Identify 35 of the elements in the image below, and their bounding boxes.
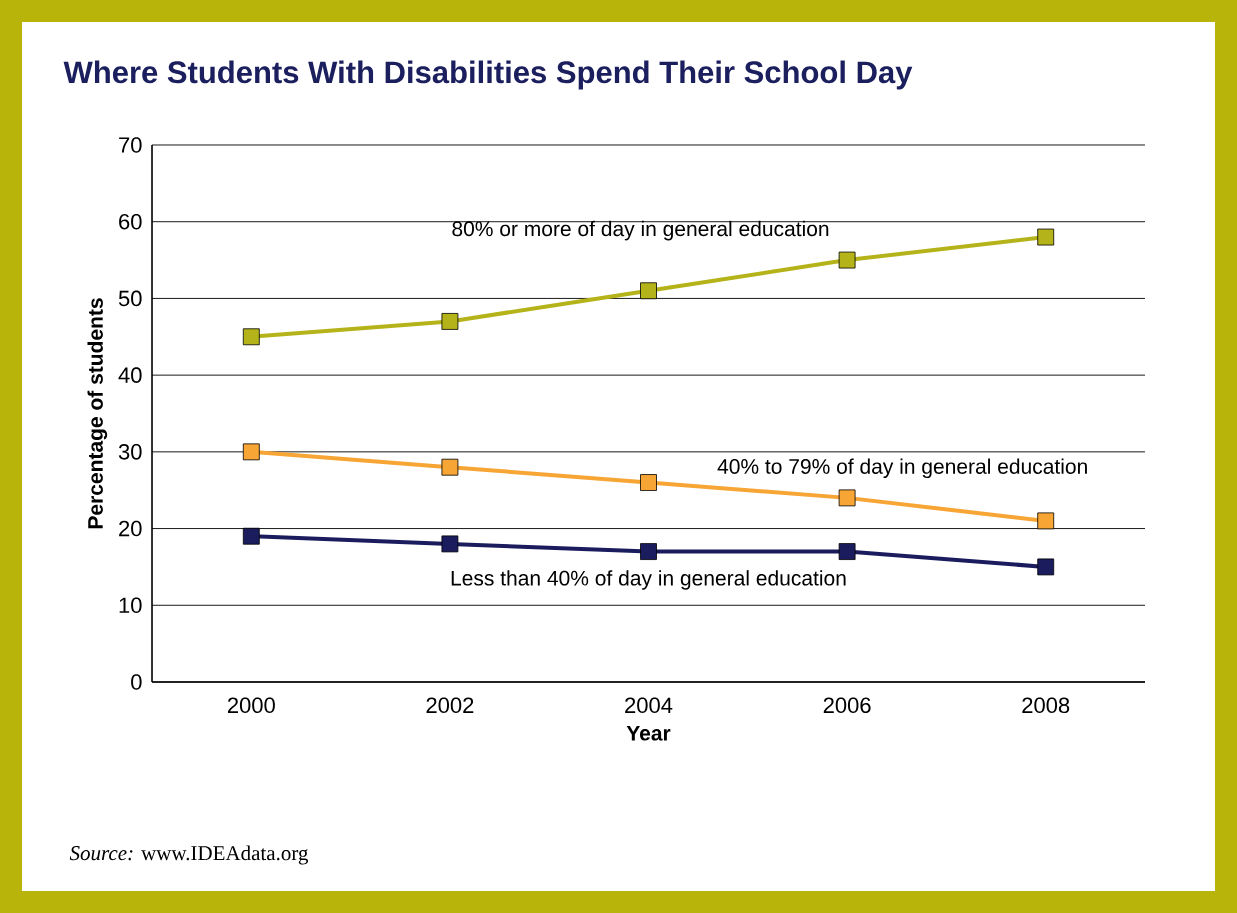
y-tick-label: 30 [118,444,142,460]
text: Source: www.IDEAdata.org [69,845,309,865]
point [441,535,459,553]
x-axis-title: Year [626,725,671,741]
point [838,251,856,269]
point [640,543,657,560]
point [242,443,260,461]
point [838,489,856,507]
chart-title: Where Students With Disabilities Spend Their School Day [63,60,913,90]
y-tick-label: 10 [119,597,142,614]
y-tick-label: 60 [119,213,142,230]
x-tick-label: 2006 [823,697,871,714]
point [242,527,260,545]
y-tick-label: 50 [118,290,142,307]
x-tick-label: 2008 [1022,697,1070,714]
point [441,313,459,330]
point [441,458,459,476]
point [640,474,657,491]
y-tick-label: 40 [118,367,142,383]
point [1037,228,1055,246]
point [640,282,657,300]
point [1037,558,1055,576]
series-label: Less than 40% of day in general education [451,570,846,590]
point [1037,512,1055,530]
point [838,543,856,560]
x-tick-label: 2004 [625,697,673,714]
y-axis-title: Percentage of students [87,298,108,529]
x-tick-label: 2002 [426,697,474,714]
y-tick-label: 0 [131,674,142,690]
series-label: 40% to 79% of day in general education [717,458,1087,479]
x-tick-label: 2000 [227,697,275,714]
y-tick-label: 70 [119,137,142,153]
series-label: 80% or more of day in general education [452,220,829,241]
y-tick-label: 20 [119,520,142,537]
point [242,328,260,346]
